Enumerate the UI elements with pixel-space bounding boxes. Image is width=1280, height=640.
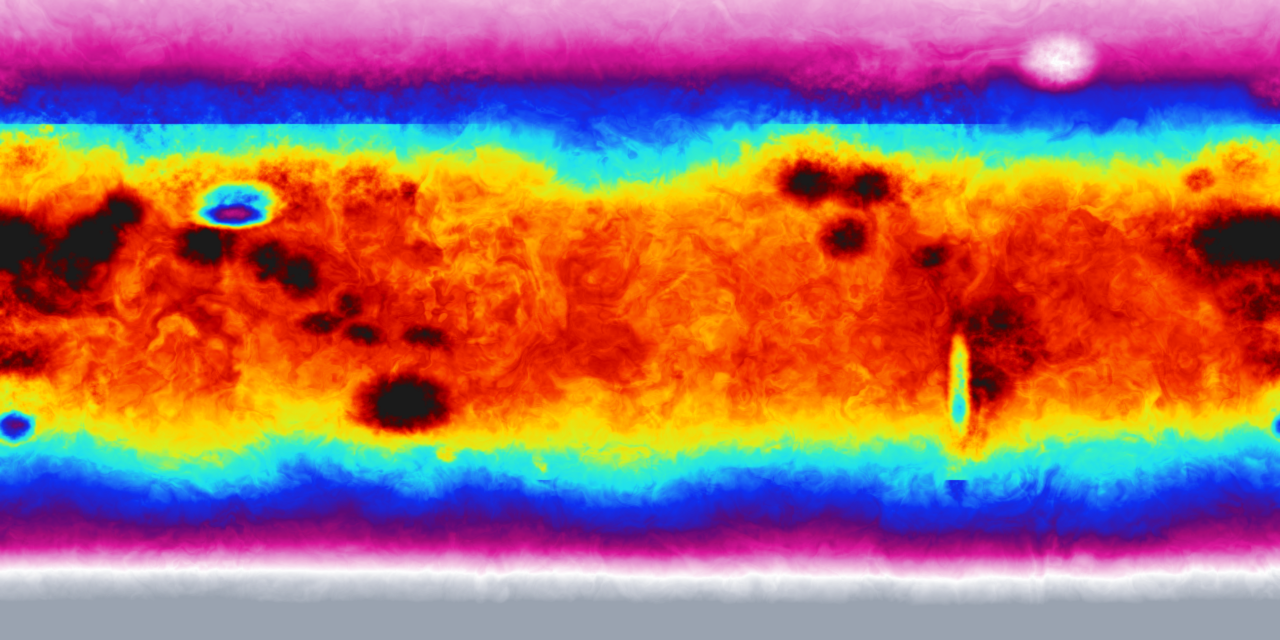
temperature-map-view <box>0 0 1280 640</box>
global-temperature-heatmap <box>0 0 1280 640</box>
